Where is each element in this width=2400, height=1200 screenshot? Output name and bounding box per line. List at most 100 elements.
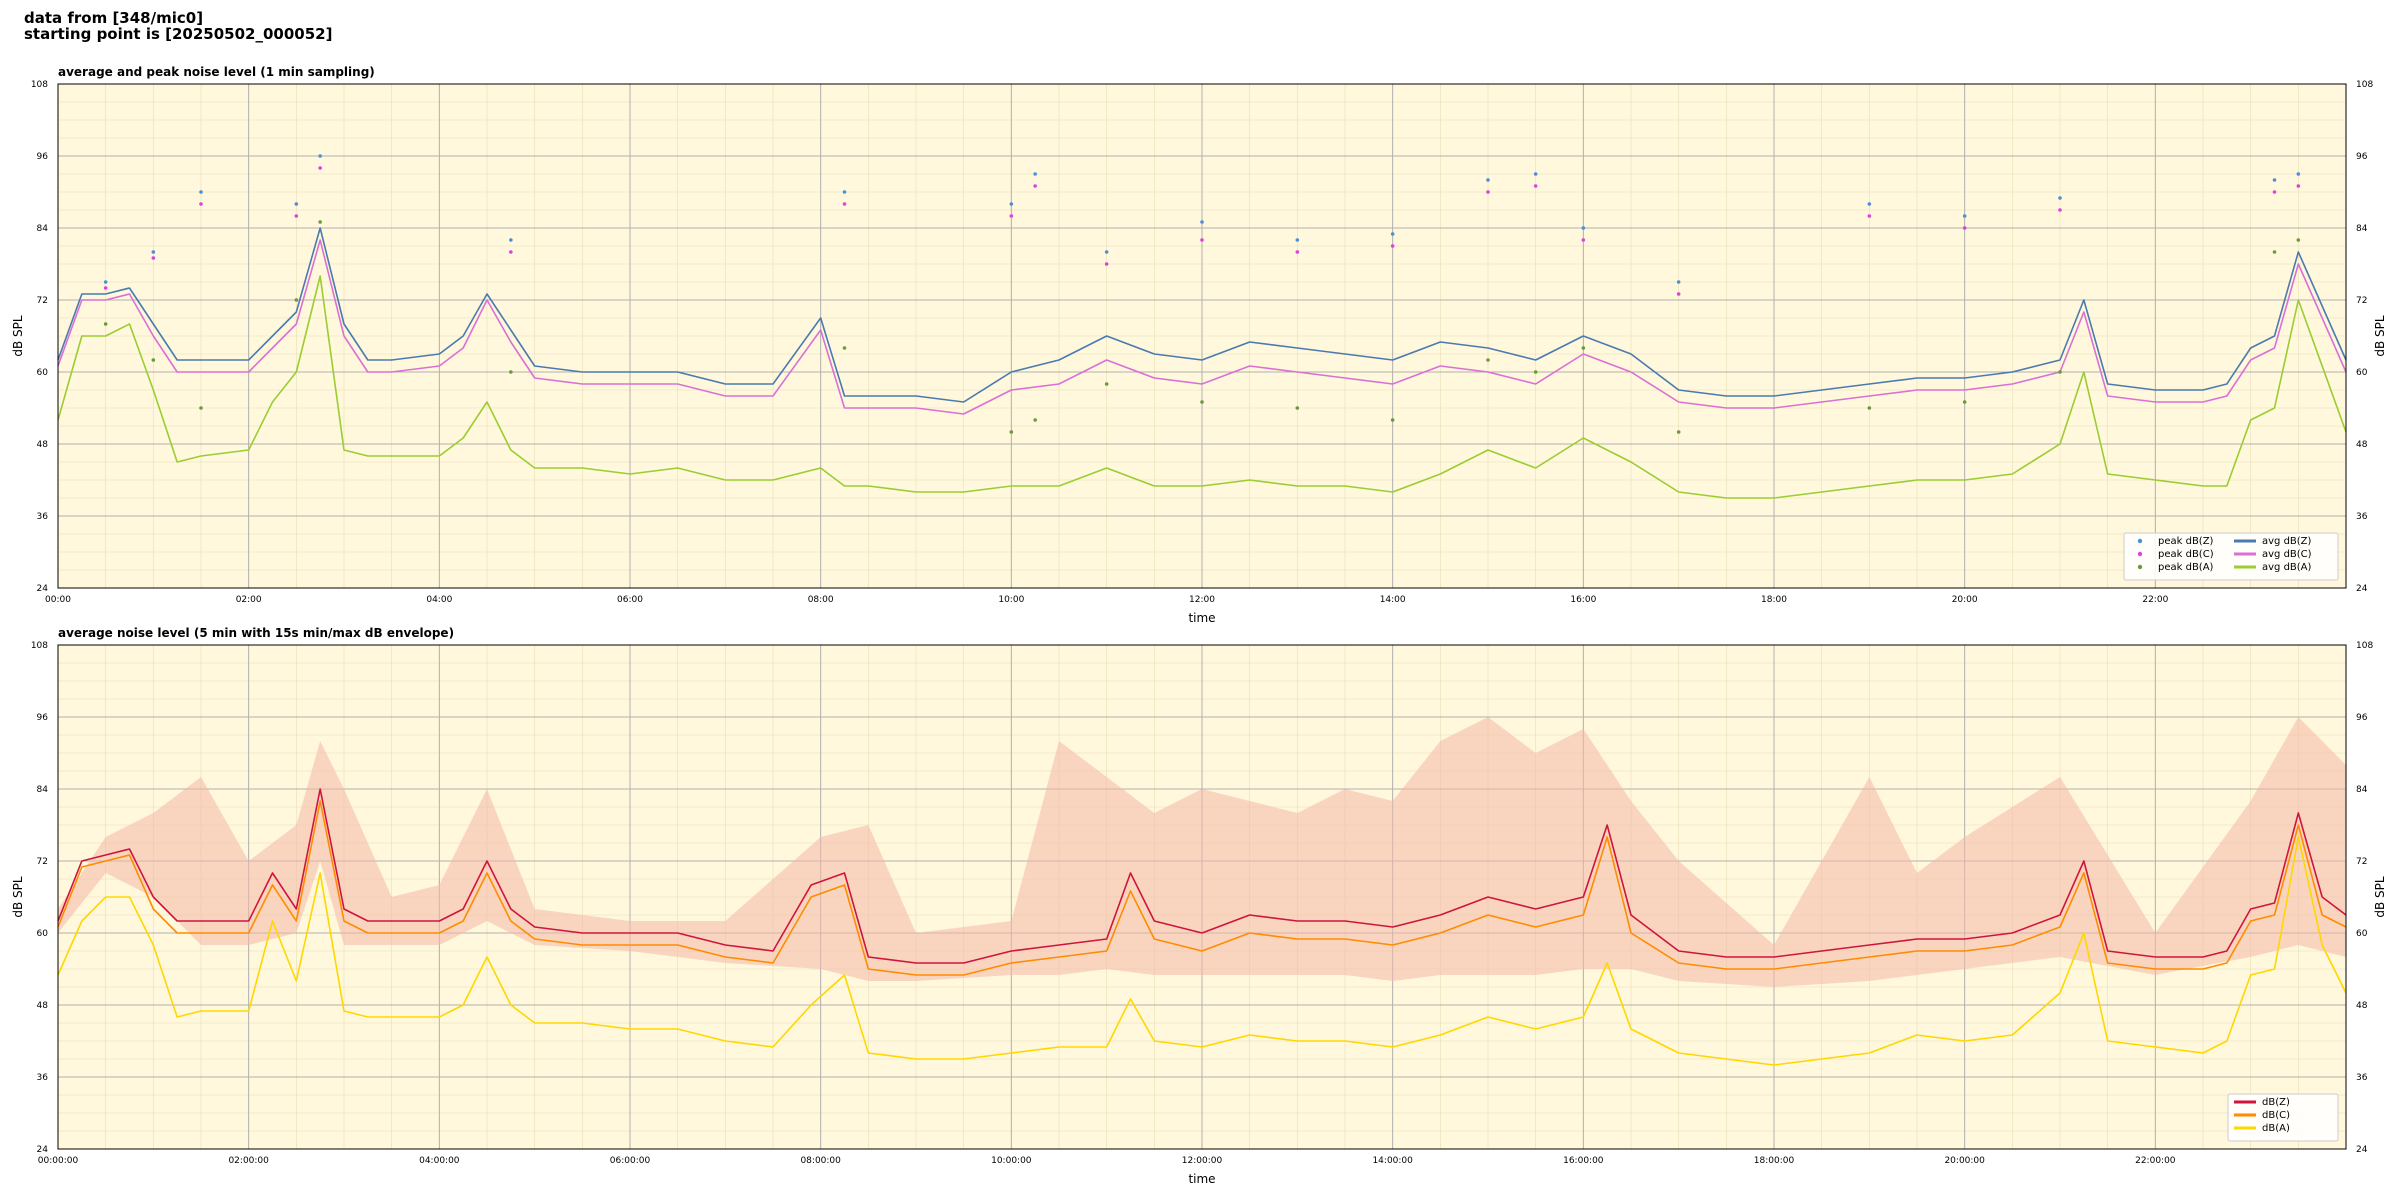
y-tick-label-left: 36 xyxy=(37,512,49,522)
y-tick-label-left: 36 xyxy=(37,1073,49,1083)
point-peak-db-c xyxy=(1581,238,1586,242)
x-tick-label: 06:00:00 xyxy=(610,1156,651,1166)
point-peak-db-z xyxy=(1009,202,1014,206)
x-tick-label: 14:00 xyxy=(1380,595,1406,605)
point-peak-db-z xyxy=(1200,220,1204,224)
point-peak-db-z xyxy=(1295,238,1300,242)
point-peak-db-a xyxy=(1962,400,1967,404)
legend-label: dB(Z) xyxy=(2262,1097,2290,1108)
point-peak-db-a xyxy=(1581,346,1586,350)
y-tick-label-right: 108 xyxy=(2356,641,2373,651)
point-peak-db-z xyxy=(1533,172,1538,176)
panel-envelope-average: 00:00:00 02:00:00 04:00:00 06:00:00 08:00:00… xyxy=(11,626,2387,1186)
point-peak-db-a xyxy=(509,370,513,374)
y-tick-label-left: 24 xyxy=(37,1145,49,1155)
y-tick-label-left: 60 xyxy=(37,368,49,378)
point-peak-db-c xyxy=(1033,184,1037,188)
point-peak-db-z xyxy=(1033,172,1037,176)
point-peak-db-c xyxy=(842,202,847,206)
point-peak-db-a xyxy=(1009,430,1014,434)
x-tick-label: 12:00:00 xyxy=(1182,1156,1223,1166)
y-tick-label-left: 84 xyxy=(37,785,49,795)
starting-point-line: starting point is [20250502_000052] xyxy=(24,25,333,43)
series-line-db-z xyxy=(57,788,2347,964)
y-axis-label-left: dB SPL xyxy=(11,876,25,918)
point-peak-db-z xyxy=(1486,178,1490,182)
y-tick-label-left: 96 xyxy=(37,713,49,723)
y-tick-label-right: 72 xyxy=(2356,296,2367,306)
point-peak-db-c xyxy=(1104,262,1109,266)
y-tick-label-right: 60 xyxy=(2356,929,2368,939)
y-tick-label-left: 108 xyxy=(31,641,48,651)
point-peak-db-a xyxy=(1295,406,1300,410)
point-peak-db-z xyxy=(2272,178,2277,182)
x-tick-label: 14:00:00 xyxy=(1372,1156,1413,1166)
point-peak-db-c xyxy=(151,256,156,260)
point-peak-db-a xyxy=(1104,382,1109,386)
point-peak-db-z xyxy=(294,202,299,206)
point-peak-db-a xyxy=(1533,370,1538,374)
y-tick-label-right: 24 xyxy=(2356,1145,2368,1155)
point-peak-db-z xyxy=(1104,250,1109,254)
x-tick-label: 06:00 xyxy=(617,595,643,605)
point-peak-db-a xyxy=(294,298,299,302)
legend-label: peak dB(Z) xyxy=(2158,536,2214,547)
x-tick-label: 22:00:00 xyxy=(2135,1156,2176,1166)
point-peak-db-z xyxy=(318,154,322,158)
point-peak-db-a xyxy=(1390,418,1395,422)
point-peak-db-z xyxy=(2058,196,2062,200)
y-axis-label-right: dB SPL xyxy=(2373,876,2387,918)
x-tick-label: 12:00 xyxy=(1189,595,1215,605)
plot-frame xyxy=(57,83,2347,589)
legend-marker xyxy=(2137,564,2143,570)
x-tick-label: 02:00 xyxy=(236,595,262,605)
y-tick-label-right: 84 xyxy=(2356,224,2368,234)
point-peak-db-c xyxy=(103,286,108,290)
point-peak-db-z xyxy=(1676,280,1681,284)
point-peak-db-z xyxy=(2296,172,2301,176)
legend-label: dB(C) xyxy=(2262,1110,2290,1121)
point-peak-db-a xyxy=(2058,370,2062,374)
point-peak-db-c xyxy=(1295,250,1300,254)
point-peak-db-z xyxy=(199,190,203,194)
legend-label: peak dB(A) xyxy=(2158,562,2214,573)
x-tick-label: 20:00:00 xyxy=(1944,1156,1985,1166)
point-peak-db-c xyxy=(1009,214,1014,218)
point-peak-db-a xyxy=(1033,418,1037,422)
point-peak-db-c xyxy=(1200,238,1204,242)
y-tick-label-right: 96 xyxy=(2356,152,2368,162)
x-tick-label: 00:00 xyxy=(45,595,71,605)
point-peak-db-z xyxy=(509,238,513,242)
point-peak-db-a xyxy=(199,406,203,410)
legend-label: peak dB(C) xyxy=(2158,549,2214,560)
x-tick-label: 10:00:00 xyxy=(991,1156,1032,1166)
point-peak-db-c xyxy=(294,214,299,218)
minmax-envelope xyxy=(58,717,2346,987)
y-tick-label-right: 36 xyxy=(2356,1073,2368,1083)
series-line-avg-db-z xyxy=(57,227,2347,403)
legend-marker xyxy=(2137,538,2143,544)
x-tick-label: 02:00:00 xyxy=(228,1156,269,1166)
x-axis-label: time xyxy=(1188,611,1215,625)
panel-peak-average: 00:00 02:00 04:00 06:00 08:00 10:00 12:00 14:00… xyxy=(11,65,2387,625)
y-tick-label-left: 24 xyxy=(37,584,49,594)
series-line-db-c xyxy=(57,800,2347,976)
y-tick-label-right: 24 xyxy=(2356,584,2368,594)
point-peak-db-c xyxy=(1390,244,1395,248)
point-peak-db-a xyxy=(2272,250,2277,254)
x-tick-label: 20:00 xyxy=(1952,595,1978,605)
point-peak-db-c xyxy=(1676,292,1681,296)
plot-frame xyxy=(57,644,2347,1150)
point-peak-db-z xyxy=(842,190,847,194)
point-peak-db-a xyxy=(1200,400,1204,404)
point-peak-db-c xyxy=(509,250,513,254)
point-peak-db-c xyxy=(2272,190,2277,194)
x-tick-label: 22:00 xyxy=(2142,595,2168,605)
point-peak-db-a xyxy=(1867,406,1872,410)
data-source-line: data from [348/mic0] xyxy=(24,9,204,27)
y-tick-label-right: 36 xyxy=(2356,512,2368,522)
point-peak-db-c xyxy=(2058,208,2062,212)
y-tick-label-left: 60 xyxy=(37,929,49,939)
point-peak-db-a xyxy=(1676,430,1681,434)
legend-box xyxy=(2123,532,2339,581)
